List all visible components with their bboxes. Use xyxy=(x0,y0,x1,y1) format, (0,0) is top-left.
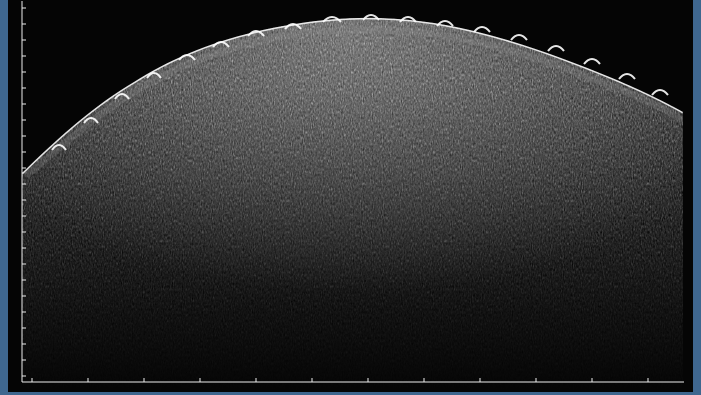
upper-layer-band xyxy=(23,26,683,179)
left-ticks xyxy=(22,7,26,377)
bottom-axis xyxy=(22,378,684,383)
oct-scan-viewer xyxy=(8,0,693,392)
oct-scan-image xyxy=(8,0,693,392)
bottom-ticks xyxy=(31,378,649,382)
tissue-surface xyxy=(22,17,683,175)
left-axis xyxy=(21,1,26,382)
tissue-bumps xyxy=(51,14,669,151)
